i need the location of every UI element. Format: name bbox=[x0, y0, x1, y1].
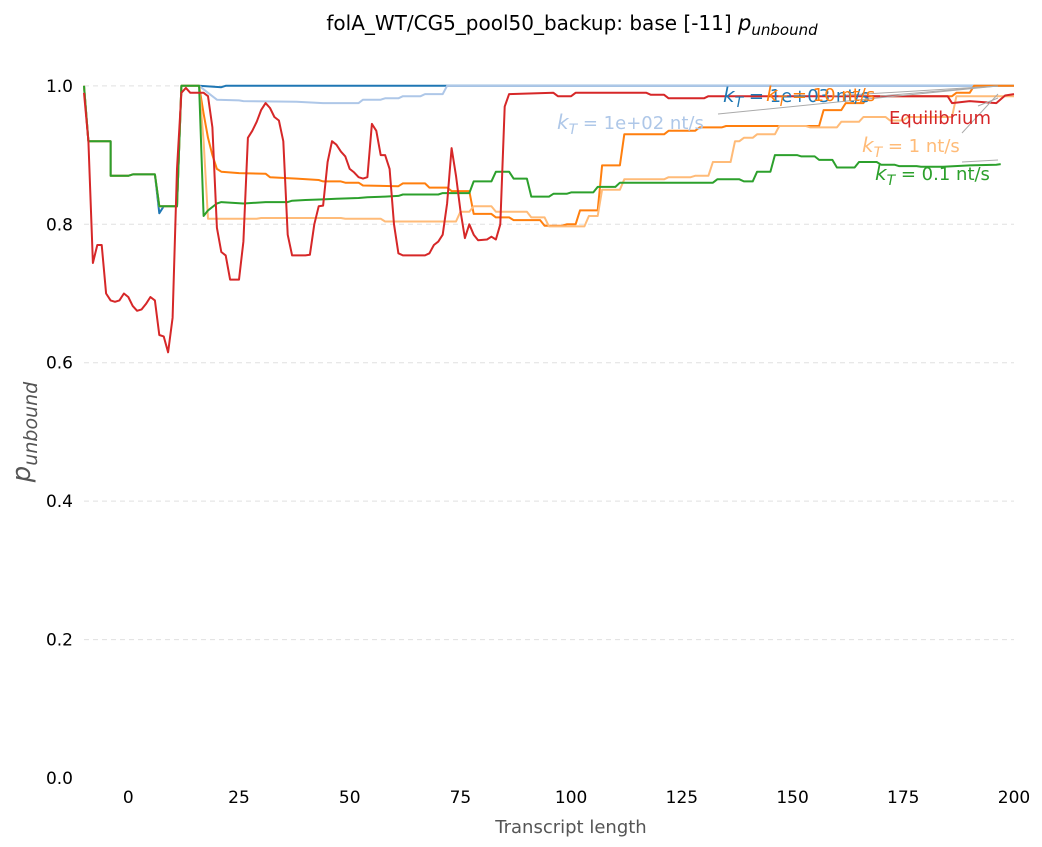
y-tick-label: 0.0 bbox=[46, 769, 73, 789]
series-lines bbox=[83, 84, 1015, 354]
x-tick-label: 50 bbox=[339, 788, 361, 808]
x-tick-label: 100 bbox=[555, 788, 587, 808]
x-tick-label: 125 bbox=[666, 788, 698, 808]
y-tick-label: 0.8 bbox=[46, 215, 73, 235]
series-line bbox=[83, 86, 1015, 354]
leader-line bbox=[879, 85, 999, 97]
series-label: kT = 1e+02 nt/s bbox=[557, 110, 704, 138]
leader-line bbox=[831, 85, 999, 97]
series-line bbox=[83, 84, 1014, 228]
y-tick-label: 0.2 bbox=[46, 631, 73, 651]
series-label: kT = 0.1 nt/s bbox=[875, 161, 990, 189]
x-axis-label: Transcript length bbox=[494, 817, 646, 838]
x-tick-label: 150 bbox=[776, 788, 808, 808]
series-label: Equilibrium bbox=[889, 108, 991, 129]
x-tick-label: 200 bbox=[998, 788, 1030, 808]
y-axis-ticks: 0.0 0.2 0.4 0.6 0.8 1.0 bbox=[46, 77, 73, 789]
series-labels: kT = 1e+03 nt/skT = 1e+02 nt/skT = 10 nt… bbox=[557, 82, 999, 189]
x-tick-label: 75 bbox=[450, 788, 472, 808]
y-tick-label: 0.4 bbox=[46, 492, 73, 512]
series-label: kT = 10 nt/s bbox=[766, 82, 875, 110]
x-tick-label: 25 bbox=[228, 788, 250, 808]
y-tick-label: 0.6 bbox=[46, 354, 73, 374]
leader-line bbox=[977, 97, 999, 107]
x-tick-label: 0 bbox=[123, 788, 134, 808]
series-label: kT = 1 nt/s bbox=[862, 133, 960, 161]
y-tick-label: 1.0 bbox=[46, 77, 73, 97]
leader-line bbox=[961, 159, 999, 163]
series-line bbox=[83, 84, 1001, 217]
x-axis-ticks: 0 25 50 75 100 125 150 175 200 bbox=[123, 788, 1030, 808]
x-tick-label: 175 bbox=[887, 788, 919, 808]
chart-title: folA_WT/CG5_pool50_backup: base [-11] pu… bbox=[326, 11, 818, 39]
leader-line bbox=[717, 85, 999, 115]
y-axis-label: punbound bbox=[7, 381, 42, 483]
